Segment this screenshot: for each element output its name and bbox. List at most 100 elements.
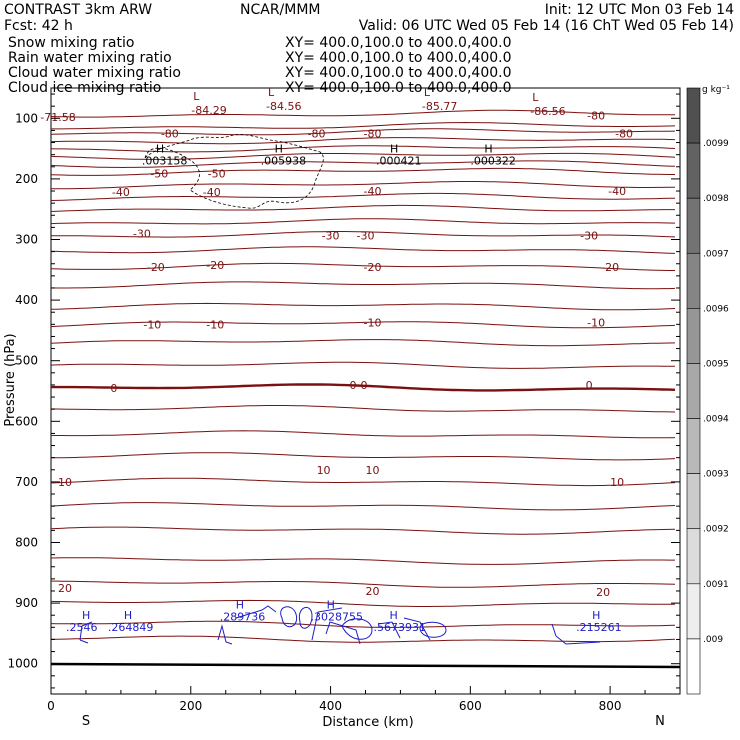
y-tick-label: 1000 <box>7 657 38 671</box>
contour-label: -40 <box>364 185 382 198</box>
temperature-contour-line <box>50 137 676 145</box>
colorbar-segment <box>686 528 701 585</box>
snow-max-value: .000421 <box>376 155 422 168</box>
cloud-water-contour <box>79 621 93 641</box>
cloud-water-contour <box>311 607 343 641</box>
temperature-contour-line <box>50 526 676 535</box>
temperature-contours <box>50 109 681 669</box>
x-axis-label: Distance (km) <box>322 715 413 730</box>
y-tick-label: 900 <box>15 596 38 610</box>
temperature-contour-line <box>50 281 676 290</box>
contour-label: -50 <box>208 167 226 180</box>
ground-line <box>50 662 681 669</box>
contour-label: 10 <box>58 476 72 489</box>
contour-label: -10 <box>587 317 605 330</box>
cloud-max-value: .3028755 <box>311 610 364 623</box>
low-value: -84.56 <box>266 100 301 113</box>
field-name: Rain water mixing ratio <box>8 50 172 66</box>
snow-max-marker: H <box>484 143 492 156</box>
header-forecast: Fcst: 42 h <box>4 18 73 34</box>
temperature-contour-line <box>51 452 676 461</box>
colorbar-unit: g kg⁻¹ <box>702 85 730 95</box>
low-marker: L <box>424 86 431 99</box>
x-tick-label: 600 <box>459 699 482 713</box>
cloud-water-contour <box>377 621 401 639</box>
y-tick-label: 800 <box>15 536 38 550</box>
cloud-water-contour <box>403 617 431 641</box>
temperature-contour-line <box>50 192 676 201</box>
colorbar-label: .009 <box>703 635 723 645</box>
cloud-water-contour <box>217 624 233 645</box>
colorbar-segment <box>686 142 701 199</box>
cloud-water-contour <box>551 623 601 645</box>
x-axis: 0 200 400 600 800 <box>47 686 681 713</box>
colorbar: .0099 .0098 .0097 .0096 .0095 .0094 .0093 .0092… <box>686 87 729 695</box>
cloud-water-contour <box>280 606 298 628</box>
temperature-contour-line <box>51 635 676 643</box>
colorbar-label: .0093 <box>703 470 729 480</box>
cloud-water-contour <box>298 607 313 629</box>
y-tick-label: 200 <box>15 172 38 186</box>
cloud-water-contour <box>419 621 447 638</box>
cloud-water-contour <box>79 639 89 644</box>
temperature-contour-line <box>50 321 676 329</box>
header-title: CONTRAST 3km ARW <box>4 2 152 18</box>
colorbar-label: .0096 <box>703 304 729 314</box>
temperature-contour-line <box>50 109 675 118</box>
cloud-water-contour <box>235 605 277 619</box>
temperature-contour-line <box>50 128 676 136</box>
temperature-contour-line <box>51 580 676 588</box>
colorbar-segment <box>686 197 701 254</box>
contour-label: 10 <box>365 464 379 477</box>
cloud-max-value: .264849 <box>108 621 153 634</box>
x-tick-label: 400 <box>319 699 342 713</box>
contour-label: -20 <box>364 261 382 274</box>
colorbar-label: .0092 <box>703 525 729 535</box>
colorbar-label: .0099 <box>703 139 729 149</box>
contour-label: -30 <box>322 229 340 242</box>
contour-label: -10 <box>143 318 161 331</box>
cloud-max-marker: H <box>236 598 244 611</box>
field-name: Cloud water mixing ratio <box>8 65 181 81</box>
contour-label: -20 <box>206 259 224 272</box>
contour-label: -30 <box>580 229 598 242</box>
temperature-contour-line <box>50 167 675 176</box>
header-center: NCAR/MMM <box>240 2 321 18</box>
field-xy: XY= 400.0,100.0 to 400.0,400.0 <box>285 65 512 81</box>
x-tick-label: 0 <box>47 699 55 713</box>
field-legend: Snow mixing ratio XY= 400.0,100.0 to 400… <box>8 35 512 96</box>
snow-max-value: .005938 <box>261 155 307 168</box>
temperature-contour-line <box>50 477 676 487</box>
temperature-contour-line <box>50 405 676 413</box>
contour-label: 20 <box>58 582 72 595</box>
y-tick-label: 700 <box>15 475 38 489</box>
y-tick-label: 600 <box>15 414 38 428</box>
temperature-contour-line <box>50 204 675 212</box>
header-init: Init: 12 UTC Mon 03 Feb 14 <box>545 2 734 18</box>
low-marker: L <box>532 91 539 104</box>
temperature-contour-line <box>50 145 676 153</box>
colorbar-segment <box>686 418 701 474</box>
temperature-contour-line <box>51 121 676 130</box>
contour-label: -20 <box>147 261 165 274</box>
cloud-max-value: .215261 <box>576 621 622 634</box>
y-tick-label: 500 <box>15 354 38 368</box>
cloud-max-value: .5673931 <box>373 621 426 634</box>
temperature-contour-line <box>50 218 676 225</box>
contour-label: -80 <box>587 109 605 122</box>
contour-label: 0 <box>110 382 117 395</box>
contour-label: 20 <box>596 586 610 599</box>
temperature-contour-line <box>50 599 675 607</box>
contour-label: -10 <box>206 318 224 331</box>
colorbar-segment <box>686 583 701 640</box>
contour-label: -30 <box>133 227 151 240</box>
low-marker: L <box>268 86 275 99</box>
temperature-contour-line <box>50 430 676 439</box>
cloud-max-value: .289736 <box>220 610 266 623</box>
colorbar-segment <box>686 473 701 530</box>
cloud-water-contour <box>341 618 373 640</box>
contour-label: -30 <box>357 229 375 242</box>
temperature-contour-line <box>50 339 676 347</box>
field-xy: XY= 400.0,100.0 to 400.0,400.0 <box>285 50 512 66</box>
colorbar-label: .0097 <box>703 249 729 259</box>
